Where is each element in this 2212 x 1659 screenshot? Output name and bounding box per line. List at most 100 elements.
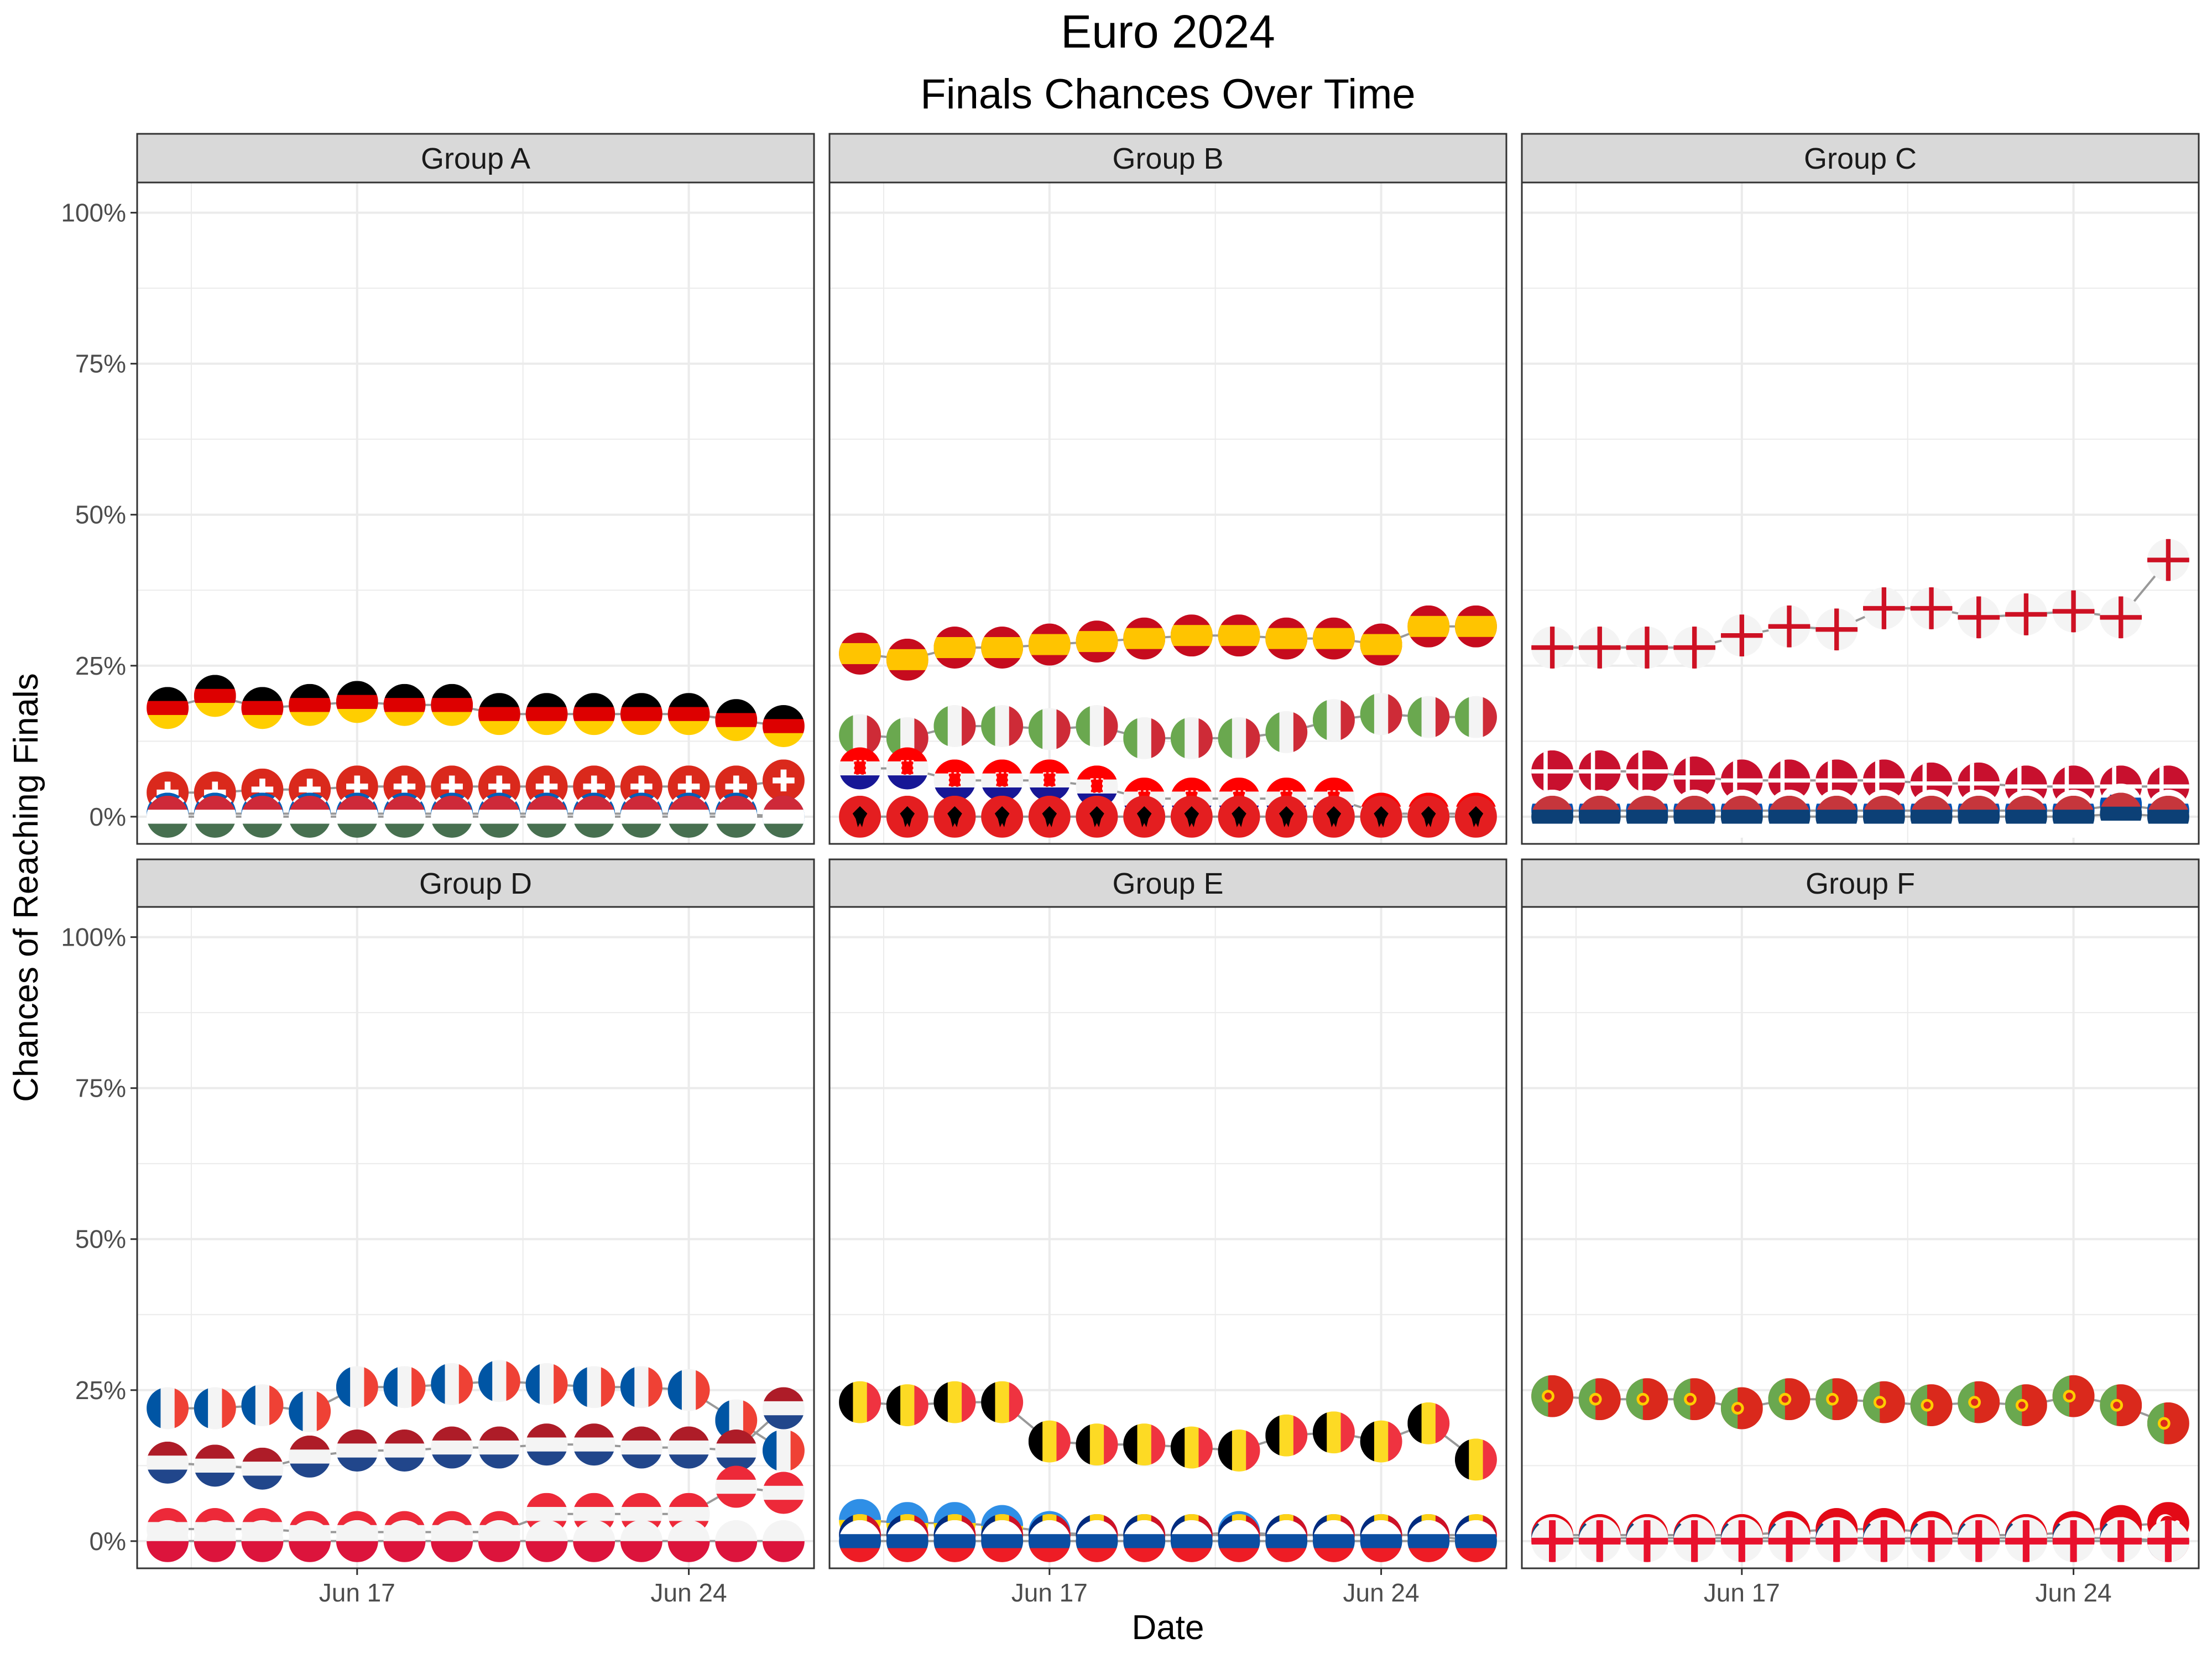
flag-slovakia-icon bbox=[981, 1520, 1023, 1562]
plot-background bbox=[1522, 907, 2199, 1568]
flag-poland-icon bbox=[668, 1520, 710, 1562]
flag-hungary-icon bbox=[241, 796, 283, 838]
flag-belgium-icon bbox=[933, 1381, 975, 1423]
flag-italy-icon bbox=[1265, 711, 1307, 753]
series-germany bbox=[147, 675, 805, 747]
x-axis-title: Date bbox=[1132, 1609, 1204, 1647]
series-denmark bbox=[1531, 750, 2189, 807]
flag-slovakia-icon bbox=[1076, 1520, 1118, 1562]
plot-background bbox=[1522, 182, 2199, 844]
flag-england-icon bbox=[1721, 614, 1763, 656]
flag-italy-icon bbox=[1218, 717, 1260, 759]
flag-portugal-icon bbox=[1531, 1375, 1573, 1417]
flag-georgia-icon bbox=[1815, 1520, 1858, 1562]
flag-belgium-icon bbox=[886, 1384, 928, 1426]
panel-group-b: Group B bbox=[828, 133, 1507, 845]
flag-italy-icon bbox=[1313, 699, 1355, 741]
series-france bbox=[147, 1360, 805, 1472]
flag-serbia-icon bbox=[1863, 796, 1905, 838]
flag-spain-icon bbox=[1313, 618, 1355, 660]
flag-spain-icon bbox=[1171, 614, 1213, 656]
flag-poland-icon bbox=[147, 1520, 189, 1562]
flag-portugal-icon bbox=[2100, 1384, 2142, 1426]
flag-belgium-icon bbox=[839, 1381, 881, 1423]
flag-croatia-icon bbox=[981, 759, 1023, 801]
flag-slovakia-icon bbox=[1265, 1520, 1307, 1562]
flag-france-icon bbox=[147, 1387, 189, 1430]
series-switzerland bbox=[147, 759, 805, 813]
flag-serbia-icon bbox=[2053, 796, 2095, 838]
flag-portugal-icon bbox=[2005, 1384, 2047, 1426]
panel-group-d: Group D 0% 25% 50% 75% 100% Jun 17 Jun 24 bbox=[61, 858, 815, 1607]
y-tick-label: 25% bbox=[75, 1376, 126, 1405]
flag-portugal-icon bbox=[1958, 1381, 2000, 1423]
flag-italy-icon bbox=[1123, 717, 1165, 759]
flag-georgia-icon bbox=[1673, 1520, 1715, 1562]
flag-hungary-icon bbox=[526, 796, 568, 838]
flag-serbia-icon bbox=[1768, 796, 1810, 838]
series-portugal bbox=[1531, 1375, 2189, 1444]
flag-poland-icon bbox=[383, 1520, 425, 1562]
flag-netherlands-icon bbox=[715, 1430, 757, 1472]
flag-portugal-icon bbox=[1673, 1378, 1715, 1420]
flag-portugal-icon bbox=[1911, 1384, 1953, 1426]
y-tick-label: 75% bbox=[75, 349, 126, 378]
flag-belgium-icon bbox=[981, 1381, 1023, 1423]
facet-strip bbox=[828, 858, 1507, 908]
flag-serbia-icon bbox=[2005, 796, 2047, 838]
flag-poland-icon bbox=[431, 1520, 473, 1562]
series-georgia bbox=[1531, 1520, 2189, 1562]
flag-germany-icon bbox=[383, 684, 425, 726]
x-tick-label: Jun 17 bbox=[1704, 1578, 1780, 1607]
flag-albania-icon bbox=[1123, 796, 1165, 838]
flag-georgia-icon bbox=[2053, 1520, 2095, 1562]
y-axis-title: Chances of Reaching Finals bbox=[7, 673, 45, 1102]
facet-strip bbox=[1521, 133, 2200, 184]
x-tick-label: Jun 24 bbox=[1343, 1578, 1419, 1607]
flag-france-icon bbox=[478, 1360, 520, 1402]
flag-georgia-icon bbox=[1531, 1520, 1573, 1562]
flag-germany-icon bbox=[241, 687, 283, 729]
flag-poland-icon bbox=[763, 1520, 805, 1562]
flag-spain-icon bbox=[1407, 606, 1449, 648]
flag-albania-icon bbox=[981, 796, 1023, 838]
y-tick-label: 100% bbox=[61, 923, 126, 952]
panel-border bbox=[1521, 181, 2200, 845]
flag-portugal-icon bbox=[1579, 1378, 1621, 1420]
plot-background bbox=[830, 907, 1506, 1568]
flag-germany-icon bbox=[478, 693, 520, 735]
flag-albania-icon bbox=[1171, 796, 1213, 838]
flag-spain-icon bbox=[1218, 614, 1260, 656]
flag-netherlands-icon bbox=[383, 1430, 425, 1472]
facet-label: Group C bbox=[1804, 142, 1917, 175]
flag-denmark-icon bbox=[1579, 750, 1621, 792]
flag-slovakia-icon bbox=[1313, 1520, 1355, 1562]
flag-italy-icon bbox=[1171, 717, 1213, 759]
flag-poland-icon bbox=[715, 1520, 757, 1562]
flag-germany-icon bbox=[620, 693, 662, 735]
flag-slovakia-icon bbox=[839, 1520, 881, 1562]
flag-portugal-icon bbox=[1768, 1378, 1810, 1420]
flag-hungary-icon bbox=[715, 796, 757, 838]
flag-france-icon bbox=[383, 1366, 425, 1408]
flag-albania-icon bbox=[1455, 796, 1497, 838]
flag-georgia-icon bbox=[2147, 1520, 2189, 1562]
flag-belgium-icon bbox=[1171, 1427, 1213, 1469]
flag-slovakia-icon bbox=[1218, 1520, 1260, 1562]
series-hungary bbox=[147, 796, 805, 838]
flag-germany-icon bbox=[336, 681, 378, 723]
flag-belgium-icon bbox=[1313, 1411, 1355, 1453]
flag-france-icon bbox=[194, 1387, 236, 1430]
flag-belgium-icon bbox=[1029, 1421, 1071, 1463]
flag-england-icon bbox=[1579, 627, 1621, 669]
facet-label: Group B bbox=[1112, 142, 1223, 175]
flag-england-icon bbox=[1768, 606, 1810, 648]
flag-netherlands-icon bbox=[336, 1430, 378, 1472]
series-albania bbox=[839, 796, 1497, 838]
flag-england-icon bbox=[1958, 596, 2000, 638]
flag-slovakia-icon bbox=[1407, 1520, 1449, 1562]
flag-belgium-icon bbox=[1218, 1430, 1260, 1472]
facet-strip bbox=[136, 858, 815, 908]
series-poland bbox=[147, 1520, 805, 1562]
flag-spain-icon bbox=[1360, 624, 1402, 666]
